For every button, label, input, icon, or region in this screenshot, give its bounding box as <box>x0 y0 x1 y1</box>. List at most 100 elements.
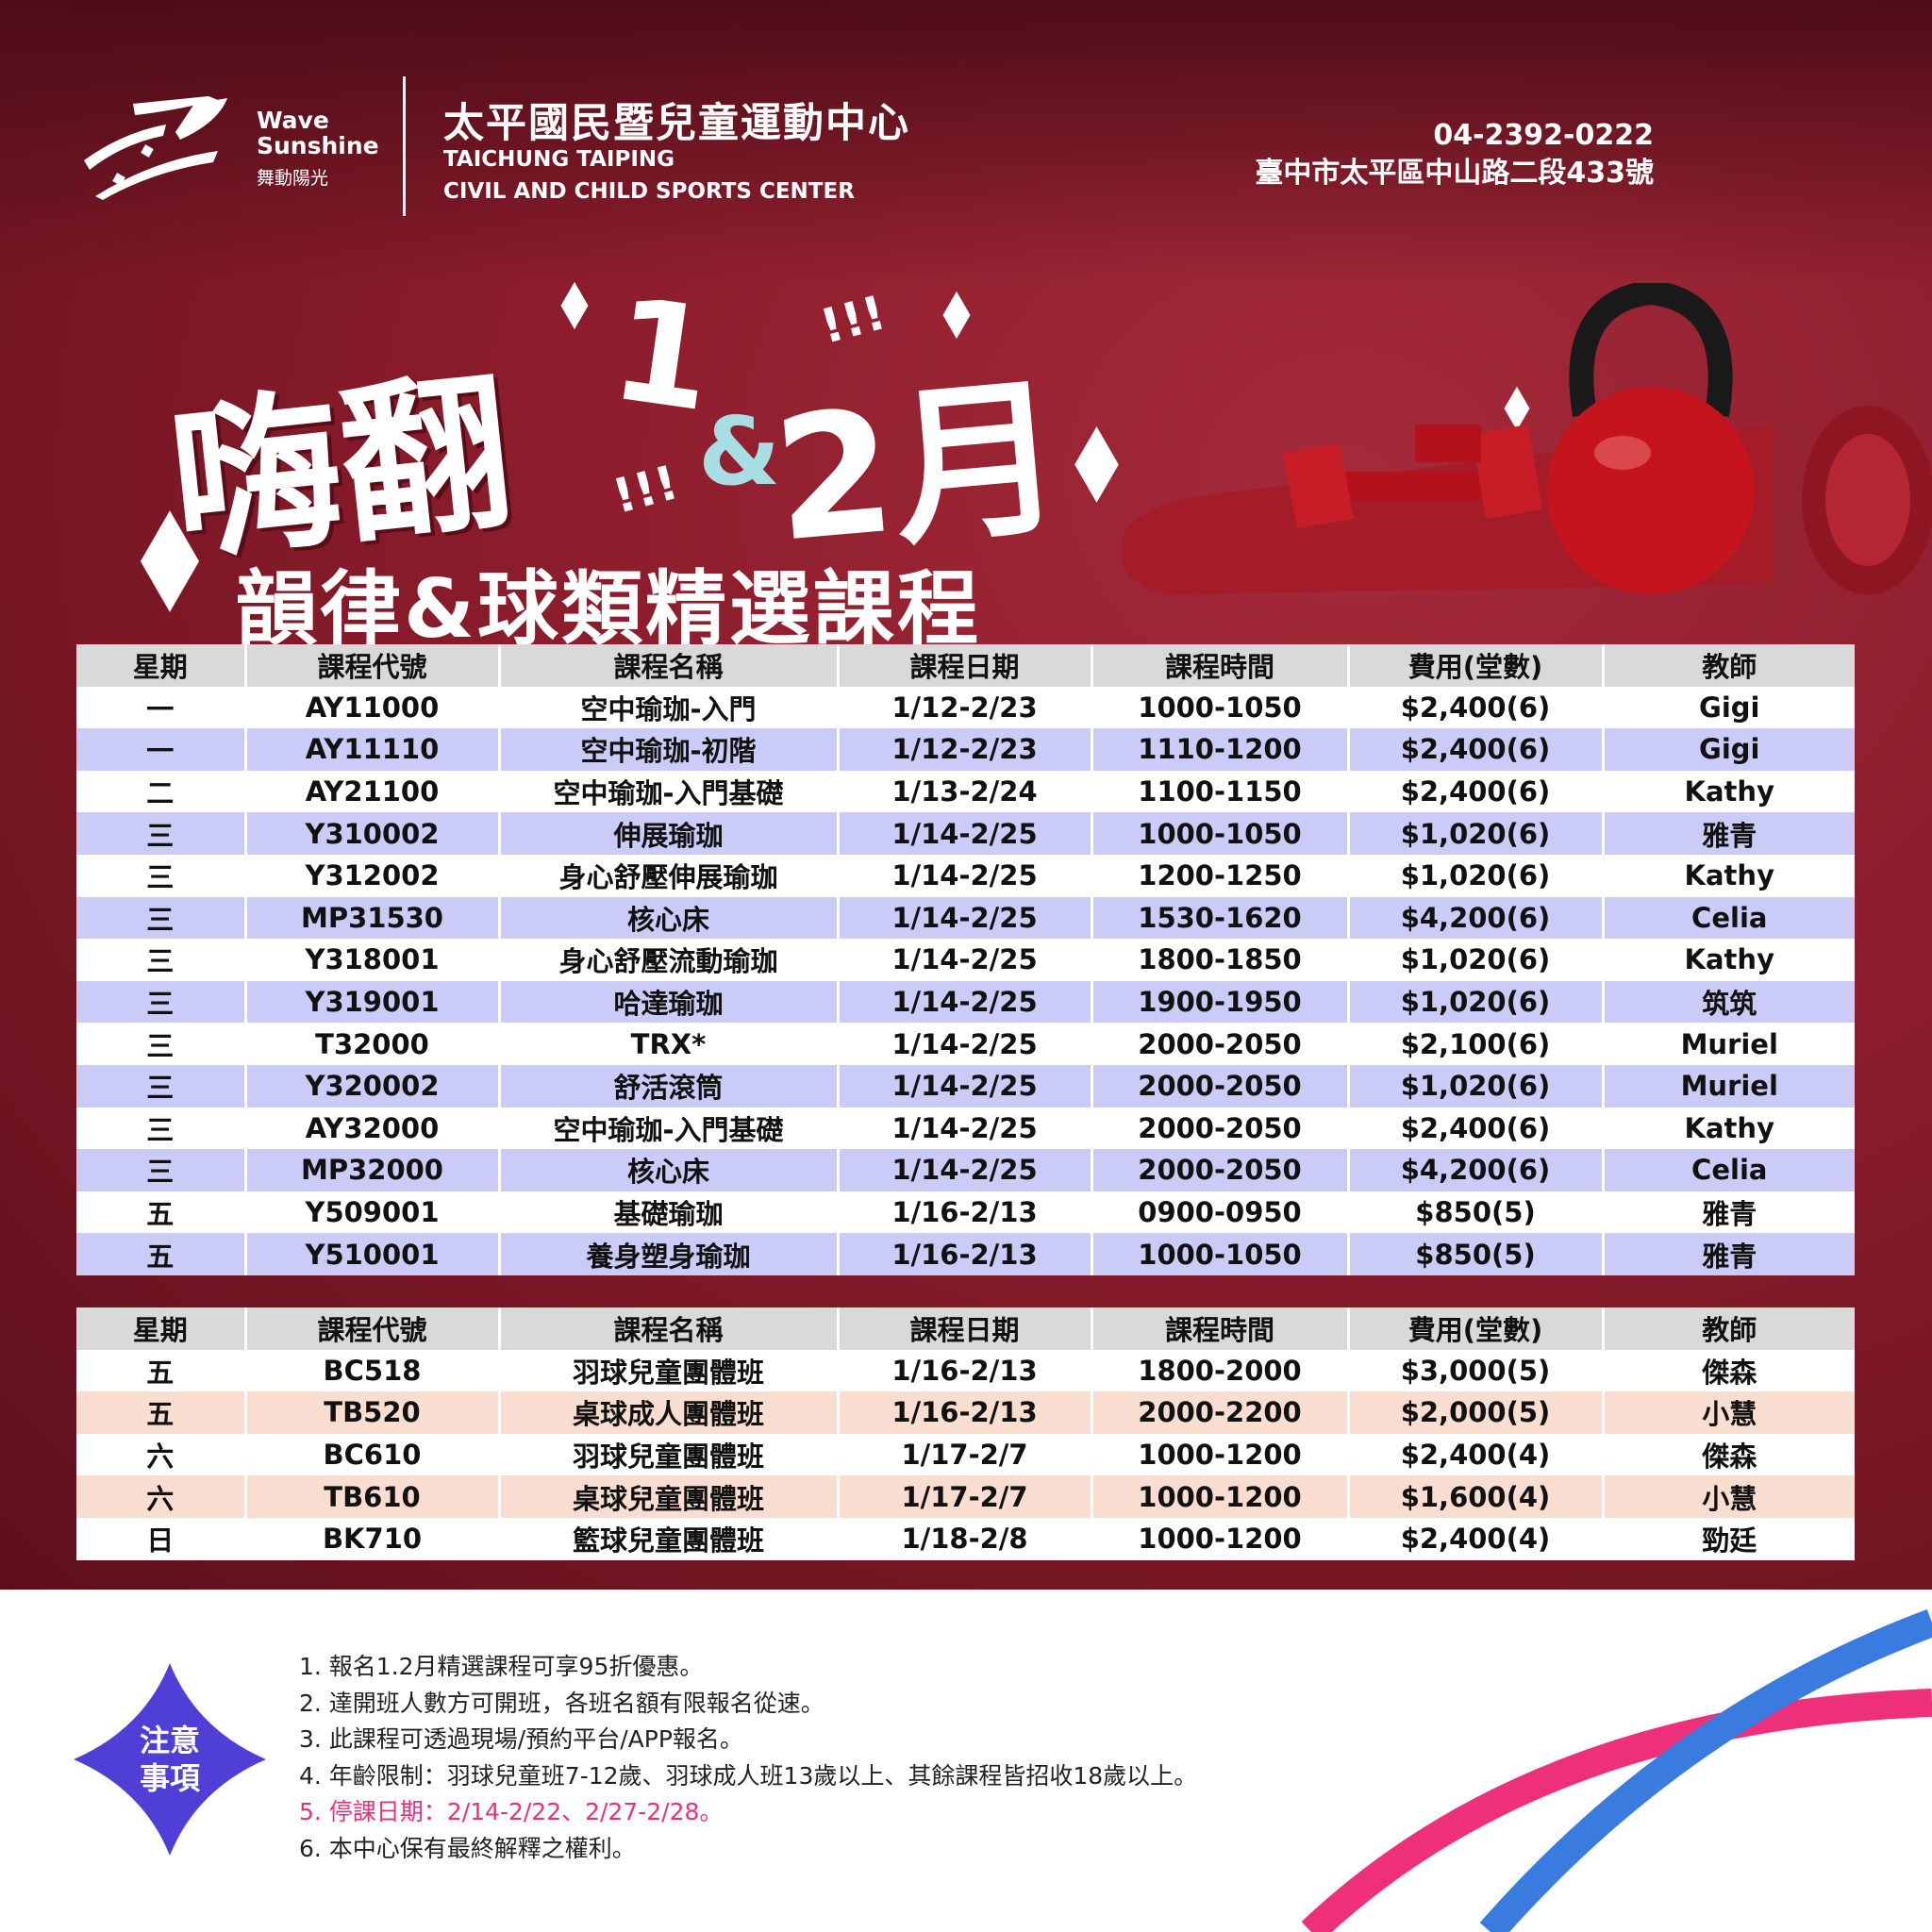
cell-course-name: 空中瑜珈-初階 <box>499 728 840 771</box>
cell-fee: $2,100(6) <box>1348 1023 1605 1065</box>
cell-course-code: MP32000 <box>245 1149 501 1191</box>
cell-fee: $1,020(6) <box>1348 854 1605 897</box>
column-header-course-time: 課程時間 <box>1091 644 1350 687</box>
cell-weekday: 三 <box>76 980 247 1024</box>
table-row: 三 Y320002 舒活滾筒 1/14-2/25 2000-2050 $1,020(6) M… <box>76 1064 1855 1108</box>
column-header-course-code: 課程代號 <box>245 644 501 687</box>
cell-teacher: 傑森 <box>1603 1349 1855 1392</box>
cell-course-time: 1110-1200 <box>1091 728 1350 771</box>
cell-course-name: 身心舒壓伸展瑜珈 <box>499 854 840 897</box>
cell-course-name: 羽球兒童團體班 <box>499 1433 840 1476</box>
cell-fee: $1,020(6) <box>1348 1064 1605 1108</box>
header-divider <box>403 76 406 216</box>
cell-fee: $2,400(6) <box>1348 686 1605 729</box>
cell-course-dates: 1/14-2/25 <box>838 1149 1093 1191</box>
cell-weekday: 三 <box>76 939 247 981</box>
center-name-zh: 太平國民暨兒童運動中心 <box>443 100 910 147</box>
notice-badge-line1: 注意 <box>139 1723 200 1758</box>
column-header-fee: 費用(堂數) <box>1348 644 1605 687</box>
note-item: 3. 此課程可透過現場/預約平台/APP報名。 <box>299 1725 743 1753</box>
cell-weekday: 五 <box>76 1191 247 1234</box>
cell-course-dates: 1/14-2/25 <box>838 896 1093 940</box>
phone-number: 04-2392-0222 <box>1433 119 1654 152</box>
column-header-course-dates: 課程日期 <box>838 644 1093 687</box>
cell-course-name: 伸展瑜珈 <box>499 812 840 855</box>
cell-course-code: Y510001 <box>245 1233 501 1275</box>
cell-weekday: 五 <box>76 1349 247 1392</box>
cell-course-code: AY11000 <box>245 686 501 729</box>
brand-en-2: Sunshine <box>257 132 379 159</box>
cell-fee: $850(5) <box>1348 1191 1605 1234</box>
cell-course-code: Y320002 <box>245 1064 501 1108</box>
table-row: 六 BC610 羽球兒童團體班 1/17-2/7 1000-1200 $2,400(4) 傑… <box>76 1433 1855 1476</box>
table-row: 三 Y318001 身心舒壓流動瑜珈 1/14-2/25 1800-1850 $1,020… <box>76 939 1855 981</box>
cell-course-dates: 1/16-2/13 <box>838 1349 1093 1392</box>
cell-course-time: 1100-1150 <box>1091 770 1350 813</box>
table-row: 五 TB520 桌球成人團體班 1/16-2/13 2000-2200 $2,000(5)… <box>76 1391 1855 1434</box>
cell-teacher: Muriel <box>1603 1064 1855 1108</box>
column-header-course-name: 課程名稱 <box>499 1307 840 1350</box>
cell-course-dates: 1/18-2/8 <box>838 1517 1093 1560</box>
table-row: 三 T32000 TRX* 1/14-2/25 2000-2050 $2,100(6) Mu… <box>76 1023 1855 1065</box>
column-header-course-time: 課程時間 <box>1091 1307 1350 1350</box>
cell-fee: $1,600(4) <box>1348 1475 1605 1518</box>
cell-weekday: 日 <box>76 1517 247 1560</box>
table-row: 二 AY21100 空中瑜珈-入門基礎 1/13-2/24 1100-1150 $2,40… <box>76 770 1855 813</box>
cell-fee: $1,020(6) <box>1348 980 1605 1024</box>
cell-teacher: 雅青 <box>1603 1233 1855 1275</box>
cell-course-name: 空中瑜珈-入門基礎 <box>499 770 840 813</box>
cell-fee: $4,200(6) <box>1348 896 1605 940</box>
table-row: 三 Y319001 哈達瑜珈 1/14-2/25 1900-1950 $1,020(6) 筑… <box>76 980 1855 1024</box>
cell-weekday: 一 <box>76 686 247 729</box>
fitness-equipment-image <box>1121 283 1932 594</box>
cell-teacher: 雅青 <box>1603 1191 1855 1234</box>
cell-teacher: 雅青 <box>1603 812 1855 855</box>
column-header-fee: 費用(堂數) <box>1348 1307 1605 1350</box>
column-header-course-dates: 課程日期 <box>838 1307 1093 1350</box>
cell-course-time: 1800-2000 <box>1091 1349 1350 1392</box>
ball-course-table: 星期 課程代號 課程名稱 課程日期 課程時間 費用(堂數) 教師 五 BC518 羽球兒童團體班… <box>76 1307 1855 1560</box>
cell-course-dates: 1/16-2/13 <box>838 1233 1093 1275</box>
cell-course-code: Y310002 <box>245 812 501 855</box>
cell-course-time: 1000-1050 <box>1091 1233 1350 1275</box>
cell-weekday: 三 <box>76 854 247 897</box>
table-row: 五 Y510001 養身塑身瑜珈 1/16-2/13 1000-1050 $850(5) 雅… <box>76 1233 1855 1275</box>
decorative-curves <box>1302 1608 1932 1932</box>
cell-course-time: 1000-1050 <box>1091 812 1350 855</box>
wave-sunshine-logo <box>84 96 227 200</box>
table-row: 五 BC518 羽球兒童團體班 1/16-2/13 1800-2000 $3,000(5)… <box>76 1349 1855 1392</box>
cell-course-dates: 1/14-2/25 <box>838 854 1093 897</box>
cell-course-time: 0900-0950 <box>1091 1191 1350 1234</box>
table-row: 三 Y310002 伸展瑜珈 1/14-2/25 1000-1050 $1,020(6) 雅… <box>76 812 1855 855</box>
cell-course-time: 1000-1200 <box>1091 1433 1350 1476</box>
cell-course-code: BC518 <box>245 1349 501 1392</box>
cell-teacher: 勁廷 <box>1603 1517 1855 1560</box>
cell-fee: $4,200(6) <box>1348 1149 1605 1191</box>
cell-course-code: AY11110 <box>245 728 501 771</box>
note-item-closure-dates: 5. 停課日期：2/14-2/22、2/27-2/28。 <box>299 1798 724 1825</box>
column-header-teacher: 教師 <box>1603 644 1855 687</box>
cell-teacher: 傑森 <box>1603 1433 1855 1476</box>
cell-weekday: 三 <box>76 1023 247 1065</box>
cell-course-code: Y312002 <box>245 854 501 897</box>
cell-course-time: 1200-1250 <box>1091 854 1350 897</box>
cell-fee: $2,400(6) <box>1348 728 1605 771</box>
cell-weekday: 三 <box>76 1149 247 1191</box>
cell-fee: $2,400(4) <box>1348 1517 1605 1560</box>
cell-course-dates: 1/14-2/25 <box>838 939 1093 981</box>
cell-course-dates: 1/14-2/25 <box>838 1064 1093 1108</box>
cell-course-name: 空中瑜珈-入門 <box>499 686 840 729</box>
cell-course-code: TB610 <box>245 1475 501 1518</box>
cell-weekday: 六 <box>76 1475 247 1518</box>
cell-course-time: 1530-1620 <box>1091 896 1350 940</box>
cell-course-time: 2000-2050 <box>1091 1064 1350 1108</box>
cell-teacher: Celia <box>1603 1149 1855 1191</box>
cell-weekday: 三 <box>76 812 247 855</box>
brand-en-1: Wave <box>257 107 329 134</box>
table-row: 六 TB610 桌球兒童團體班 1/17-2/7 1000-1200 $1,600(4) 小… <box>76 1475 1855 1518</box>
cell-course-code: T32000 <box>245 1023 501 1065</box>
cell-weekday: 一 <box>76 728 247 771</box>
table-header-row: 星期 課程代號 課程名稱 課程日期 課程時間 費用(堂數) 教師 <box>76 1307 1855 1350</box>
cell-teacher: Muriel <box>1603 1023 1855 1065</box>
center-en-2: CIVIL AND CHILD SPORTS CENTER <box>443 179 855 204</box>
